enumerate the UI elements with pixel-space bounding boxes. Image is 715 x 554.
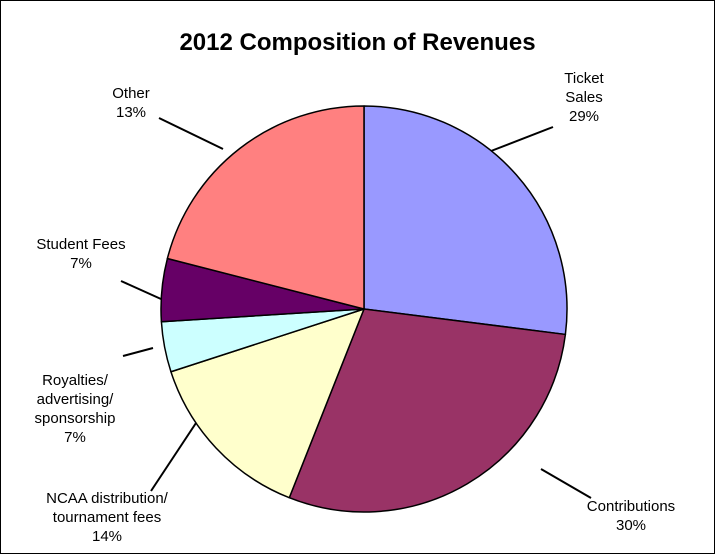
data-label-4: Student Fees 7% — [36, 236, 125, 272]
data-label-line: Royalties/ — [42, 372, 109, 389]
pie-slice-0 — [363, 105, 568, 336]
data-label-0: Ticket Sales 29% — [564, 70, 604, 125]
leader-line-4 — [120, 280, 162, 300]
pie-slice-5 — [166, 105, 365, 310]
data-label-line: 7% — [70, 255, 92, 272]
data-label-line: 30% — [616, 517, 646, 534]
data-label-line: Contributions — [587, 498, 675, 515]
data-label-line: Student Fees — [36, 236, 125, 253]
data-label-1: Contributions 30% — [587, 498, 675, 534]
data-label-line: 7% — [64, 429, 86, 446]
leader-line-1 — [540, 468, 592, 499]
data-label-line: 29% — [569, 108, 599, 125]
pie-slice-1 — [288, 308, 567, 513]
leader-line-2 — [150, 422, 197, 492]
data-label-line: 14% — [92, 528, 122, 545]
data-label-5: Other 13% — [112, 85, 150, 121]
leader-line-0 — [490, 126, 554, 152]
data-label-line: NCAA distribution/ — [46, 490, 169, 507]
chart-title: 2012 Composition of Revenues — [179, 29, 536, 56]
leader-line-5 — [158, 117, 224, 150]
data-label-2: NCAA distribution/tournament fees 14% — [46, 490, 169, 545]
data-label-line: Sales — [565, 89, 603, 106]
data-label-line: 13% — [116, 104, 146, 121]
data-label-line: sponsorship — [35, 410, 116, 427]
data-label-line: Ticket — [564, 70, 604, 87]
data-label-line: tournament fees — [53, 509, 161, 526]
data-label-line: Other — [112, 85, 150, 102]
leader-line-3 — [122, 347, 154, 357]
data-label-line: advertising/ — [37, 391, 115, 408]
data-label-3: Royalties/advertising/sponsorship 7% — [35, 372, 116, 446]
